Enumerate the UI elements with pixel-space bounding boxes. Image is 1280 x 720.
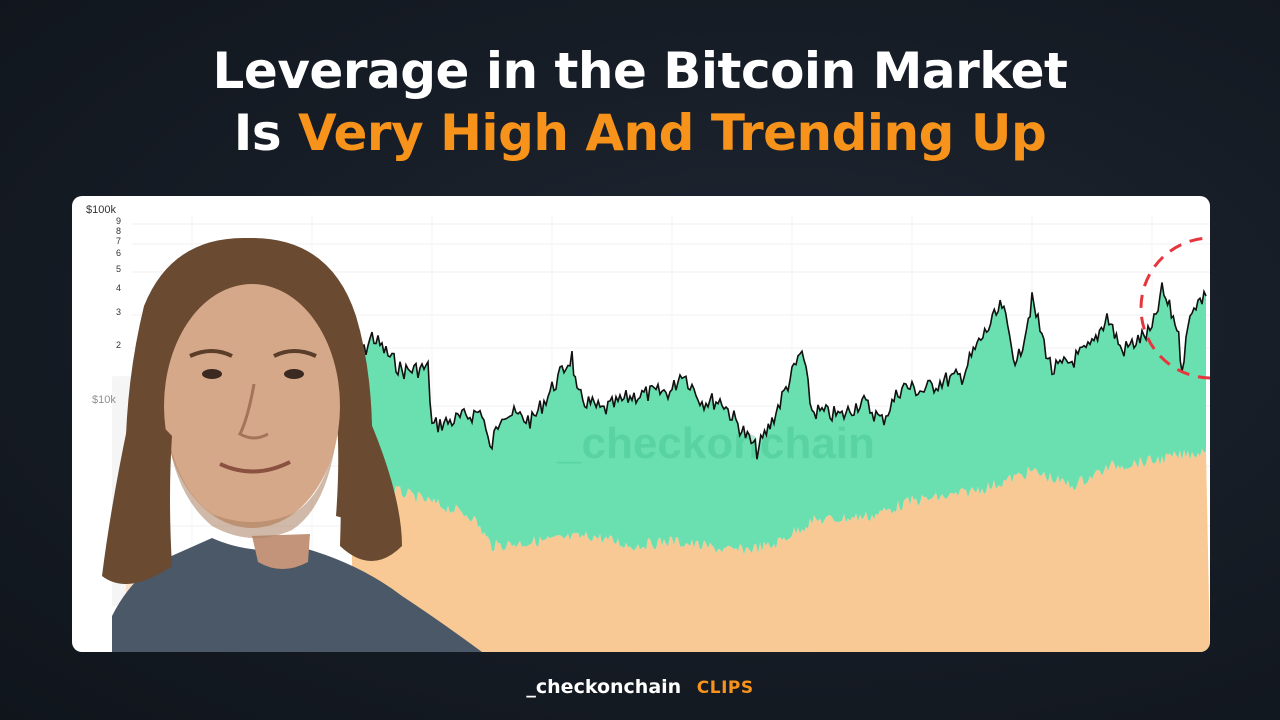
presenter-mouth	[219, 460, 291, 474]
y-tick-9: 9	[116, 216, 121, 226]
presenter-right-brow	[273, 349, 317, 358]
presenter-nose	[238, 383, 269, 440]
chart-card: _checkonchain $100k 9 8 7 6 5 4 3 2 $10k	[72, 196, 1210, 652]
upper-area-band	[352, 282, 1206, 555]
lower-area-band	[352, 448, 1210, 652]
headline-line-2-accent: Very High And Trending Up	[298, 104, 1047, 162]
chart-watermark: _checkonchain	[556, 419, 875, 468]
presenter-shirt	[112, 538, 482, 652]
presenter-hair-right	[340, 416, 402, 561]
y-tick-2: 2	[116, 340, 121, 350]
presenter-photo	[102, 237, 482, 652]
headline: Leverage in the Bitcoin Market Is Very H…	[0, 40, 1280, 164]
footer-clips-tag: CLIPS	[696, 678, 754, 698]
y-tick-100k: $100k	[86, 204, 116, 216]
headline-line-2-prefix: Is	[233, 104, 282, 162]
inset-tick-10k: $10k	[92, 394, 116, 406]
presenter-neck	[252, 534, 310, 569]
presenter-hair-left	[102, 396, 172, 584]
chart-canvas: _checkonchain $100k 9 8 7 6 5 4 3 2 $10k	[86, 204, 1210, 652]
presenter-left-brow	[189, 349, 233, 358]
y-tick-6: 6	[116, 248, 121, 258]
presenter-hair	[125, 237, 378, 526]
presenter-right-eye	[284, 369, 304, 379]
y-tick-3: 3	[116, 307, 121, 317]
presenter-face	[164, 284, 340, 528]
headline-line-2: Is Very High And Trending Up	[0, 102, 1280, 164]
footer-brand: _checkonchain	[526, 676, 682, 698]
footer: _checkonchain CLIPS	[0, 676, 1280, 698]
y-tick-4: 4	[116, 283, 121, 293]
presenter-left-eye	[202, 369, 222, 379]
y-tick-7: 7	[116, 236, 121, 246]
headline-line-1: Leverage in the Bitcoin Market	[212, 42, 1068, 100]
price-line	[351, 282, 1207, 460]
y-tick-8: 8	[116, 226, 121, 236]
y-tick-5: 5	[116, 264, 121, 274]
